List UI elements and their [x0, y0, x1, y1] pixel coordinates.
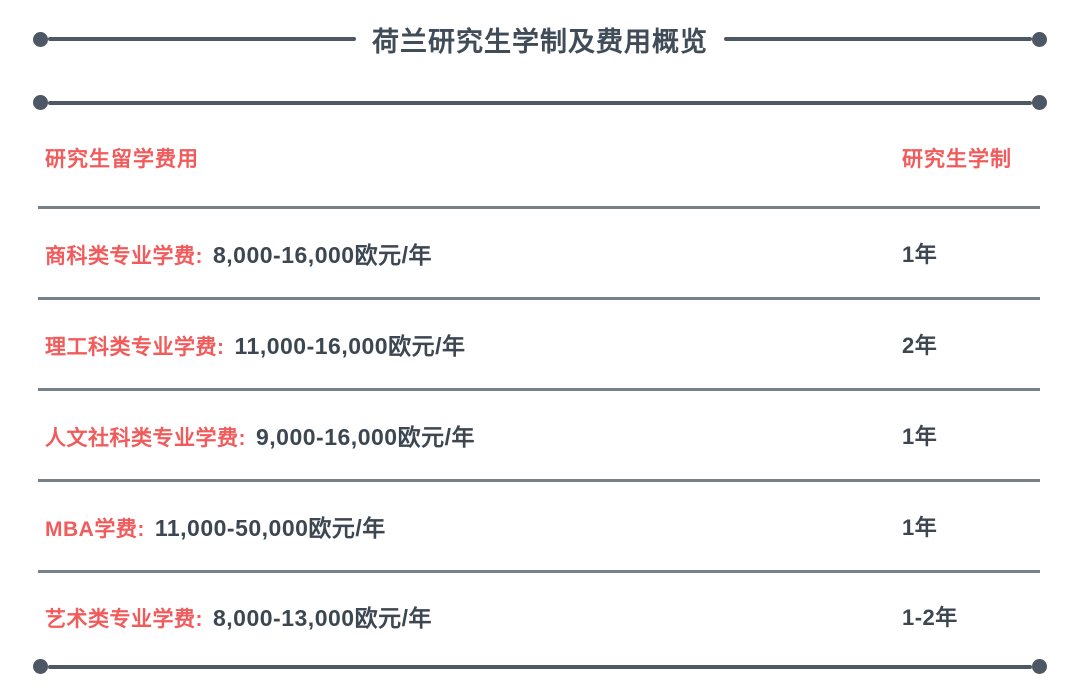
fee-category-label: MBA学费: [45, 518, 145, 541]
bottom-divider-rule [33, 659, 1047, 674]
table-row: 人文社科类专业学费: 9,000-16,000欧元/年 1年 [38, 391, 1040, 482]
title-bar: 荷兰研究生学制及费用概览 [33, 24, 1047, 57]
fee-category-label: 商科类专业学费: [45, 245, 203, 268]
table-row: 艺术类专业学费: 8,000-13,000欧元/年 1-2年 [38, 573, 1040, 659]
fee-range-value: 8,000-16,000欧元/年 [213, 242, 432, 268]
rule-end-dot-left [33, 95, 48, 110]
program-duration-value: 2年 [902, 333, 938, 358]
rule-line [48, 100, 1032, 105]
program-duration-value: 1-2年 [902, 605, 958, 630]
fee-range-value: 9,000-16,000欧元/年 [256, 424, 475, 450]
program-duration-value: 1年 [902, 242, 938, 267]
table-row: MBA学费: 11,000-50,000欧元/年 1年 [38, 482, 1040, 573]
fee-category-label: 理工科类专业学费: [45, 336, 225, 359]
title-rule-right [724, 37, 1032, 41]
rule-line [48, 664, 1032, 669]
rule-end-dot-right [1032, 659, 1047, 674]
table-row: 理工科类专业学费: 11,000-16,000欧元/年 2年 [38, 300, 1040, 391]
column-header-fee: 研究生留学费用 [45, 148, 199, 171]
title-rule-left [48, 37, 356, 41]
fee-range-value: 11,000-16,000欧元/年 [234, 333, 466, 359]
fee-table-body: 商科类专业学费: 8,000-16,000欧元/年 1年 理工科类专业学费: 1… [38, 209, 1040, 659]
rule-end-dot-right [1032, 31, 1047, 47]
table-header-row: 研究生留学费用 研究生学制 [38, 110, 1040, 209]
program-duration-value: 1年 [902, 424, 938, 449]
fee-range-value: 11,000-50,000欧元/年 [154, 515, 386, 541]
fee-category-label: 艺术类专业学费: [45, 608, 203, 631]
rule-end-dot-left [33, 31, 48, 47]
rule-end-dot-left [33, 659, 48, 674]
fee-range-value: 8,000-13,000欧元/年 [213, 605, 432, 631]
top-divider-rule [33, 95, 1047, 110]
infographic-page: 荷兰研究生学制及费用概览 研究生留学费用 研究生学制 商科类专业学费: 8,00… [0, 24, 1080, 690]
fee-category-label: 人文社科类专业学费: [45, 427, 246, 450]
program-duration-value: 1年 [902, 515, 938, 540]
rule-end-dot-right [1032, 95, 1047, 110]
page-title: 荷兰研究生学制及费用概览 [372, 26, 708, 57]
column-header-duration: 研究生学制 [902, 148, 1012, 171]
fee-table: 研究生留学费用 研究生学制 商科类专业学费: 8,000-16,000欧元/年 … [38, 110, 1040, 659]
table-row: 商科类专业学费: 8,000-16,000欧元/年 1年 [38, 209, 1040, 300]
